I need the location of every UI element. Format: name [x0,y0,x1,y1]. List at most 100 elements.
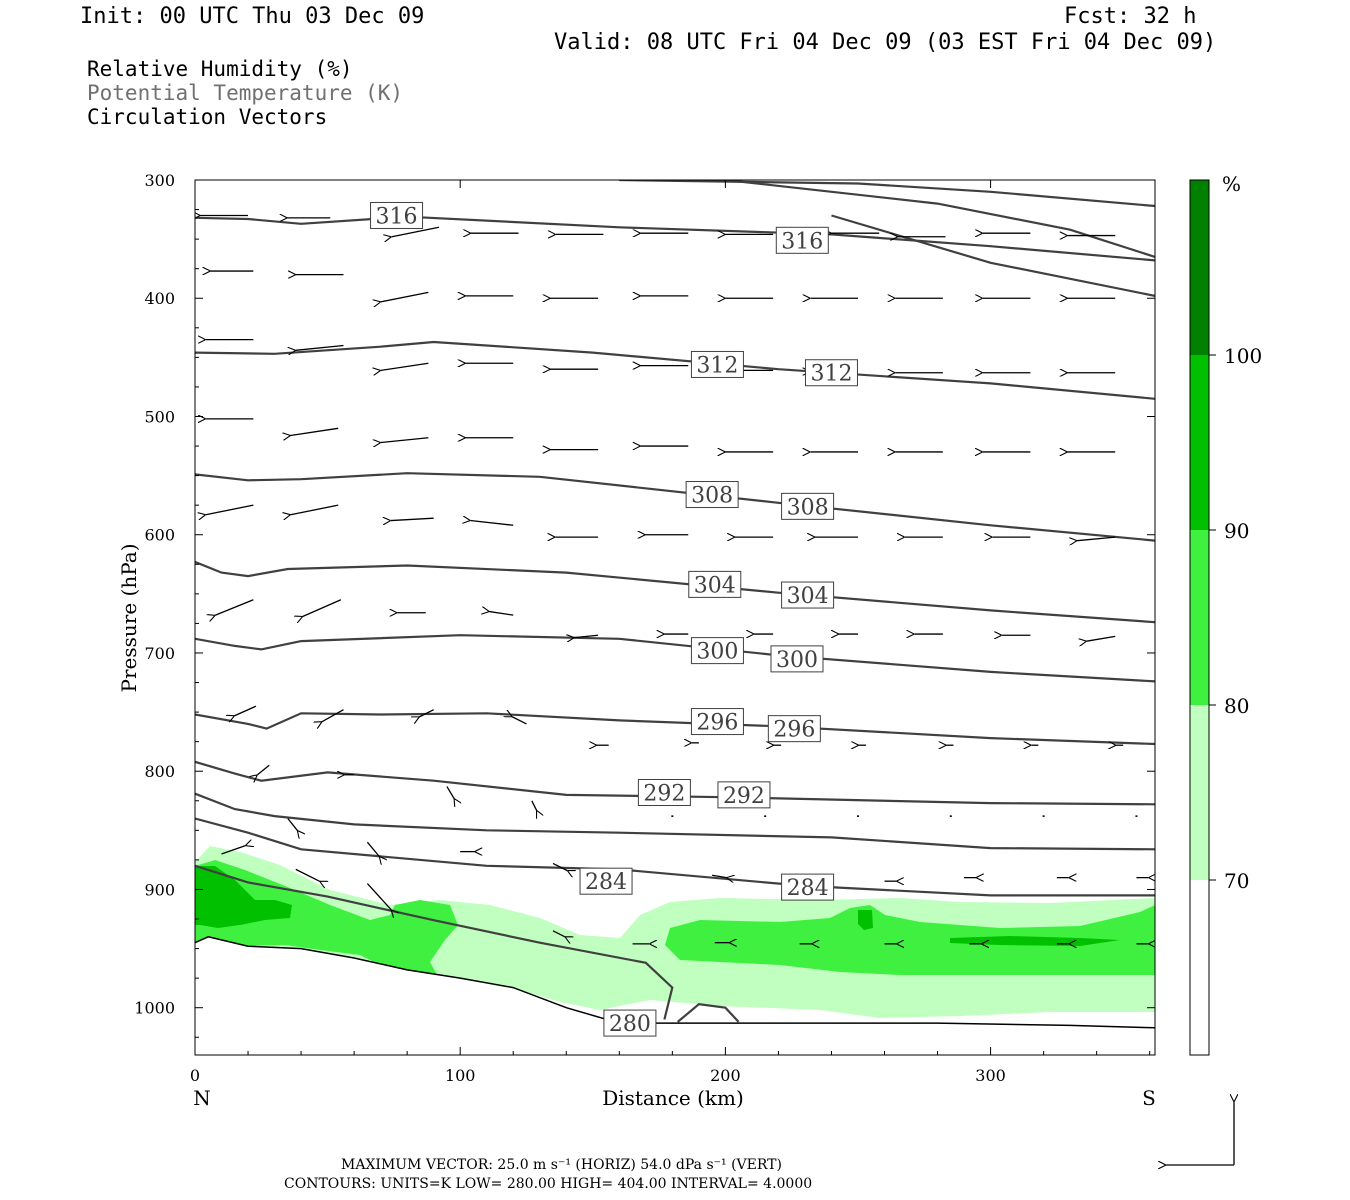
circulation-vectors [200,215,1148,943]
colorbar-band-above-100 [1190,180,1209,355]
contour-label: 280 [603,1009,657,1037]
colorbar-label-100: 100 [1224,344,1262,368]
colorbar-band-below-70 [1190,880,1209,1055]
y-tick-label: 600 [144,526,175,545]
contour-label: 316 [370,201,424,229]
isentrope-300 [195,634,1155,683]
circulation-vector [235,705,257,716]
isentrope-314 [831,214,1155,297]
isentrope-292 [195,760,1155,806]
isentrope-296 [195,712,1155,746]
colorbar-frame [1189,179,1210,1056]
contour-label: 304 [688,570,742,598]
circulation-vector [290,504,339,515]
contour-labels: 316 316 312 312 308 308 304 304 300 300 296 296 292 2… [370,201,858,1037]
contour-label-text: 304 [694,573,736,598]
colorbar-unit: % [1222,172,1241,196]
x-tick-label: 300 [975,1066,1006,1085]
isentrope-contours [195,180,1155,1023]
isentrope-286 [195,817,1155,897]
init-time: Init: 00 UTC Thu 03 Dec 09 [80,4,425,29]
terrain-line [194,936,1156,1029]
x-tick-label: 100 [445,1066,476,1085]
legend-theta: Potential Temperature (K) [87,81,404,105]
isentrope-288 [195,792,1155,851]
circulation-vector [290,427,339,435]
circulation-vector [391,518,434,520]
contour-label: 312 [804,359,858,387]
x-tick-label: 0 [190,1066,200,1085]
circulation-vector [215,599,254,616]
rh-90-100-region [195,866,292,928]
contour-label: 304 [781,581,835,609]
contour-label-text: 296 [773,718,815,743]
contour-label-text: 284 [787,876,829,901]
contour-label: 284 [579,867,633,895]
y-tick-label: 400 [144,289,175,308]
circulation-vector [322,709,344,722]
isentrope-318 [725,180,1155,258]
circulation-vector [206,504,254,515]
contour-label: 296 [767,715,821,743]
isentrope-316 [195,215,1155,262]
rh-80-90-region [195,860,520,995]
contour-label-text: 280 [609,1012,651,1037]
colorbar-label-90: 90 [1224,519,1249,543]
contour-label-text: 316 [376,204,418,229]
isentrope-308 [195,472,1155,542]
y-tick-label: 700 [144,644,175,663]
isentrope-320 [619,180,1155,208]
colorbar-band-70-80 [1190,705,1209,880]
circulation-vector [419,709,434,717]
contour-label-text: 308 [691,484,733,509]
contour-label-text: 312 [810,362,852,387]
contour-label-text: 312 [696,353,738,378]
circulation-vector [257,764,270,775]
x-tick-label: 200 [710,1066,741,1085]
contour-label-text: 292 [643,782,685,807]
contour-label-text: 300 [696,640,738,665]
circulation-vector [512,717,527,725]
circulation-vector [287,818,298,831]
legend-vectors: Circulation Vectors [87,105,328,129]
max-vector-note: MAXIMUM VECTOR: 25.0 m s⁻¹ (HORIZ) 54.0 … [341,1157,782,1173]
y-tick-label: 300 [144,171,175,190]
circulation-vector [381,362,429,370]
contour-label: 296 [690,708,744,736]
circulation-vector [295,868,320,881]
circulation-vector [1077,536,1116,541]
isentrope-280 [676,1003,740,1023]
contour-label: 308 [685,481,739,509]
contour-label-text: 300 [776,648,818,673]
plot-frame [194,179,1156,1056]
circulation-vector [712,875,726,877]
valid-time: Valid: 08 UTC Fri 04 Dec 09 (03 EST Fri … [554,30,1217,55]
isentrope-312 [195,340,1155,400]
contour-label: 292 [717,781,771,809]
circulation-vector [366,841,379,856]
legend-rh: Relative Humidity (%) [87,57,353,81]
contour-label: 284 [781,873,835,901]
colorbar-band-90-100 [1190,355,1209,530]
circulation-vector [552,930,565,937]
x-end-left: N [193,1086,211,1110]
circulation-vector [531,800,537,811]
y-axis-ticks: 300 400 500 600 700 800 900 1000 [134,171,1155,1038]
isentrope-282 [195,864,674,1020]
contour-label-text: 304 [787,584,829,609]
forecast-hour: Fcst: 32 h [1064,4,1197,29]
y-tick-label: 800 [144,762,175,781]
circulation-vector [221,846,246,855]
contour-label: 308 [781,492,835,520]
contour-label-text: 292 [723,784,765,809]
circulation-vector [552,862,567,870]
circulation-vector [366,883,391,910]
contour-label-text: 308 [787,495,829,520]
circulation-vector [391,226,440,237]
circulation-vector [489,612,514,616]
isentrope-304 [195,560,1155,624]
rh-80-90-region-east [665,905,1155,975]
circulation-vector [574,635,599,637]
rh-90-100-region-east [858,910,1120,946]
humidity-shading [195,846,1155,1055]
